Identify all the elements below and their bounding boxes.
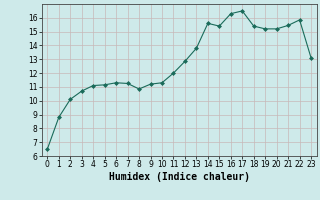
X-axis label: Humidex (Indice chaleur): Humidex (Indice chaleur) [109,172,250,182]
